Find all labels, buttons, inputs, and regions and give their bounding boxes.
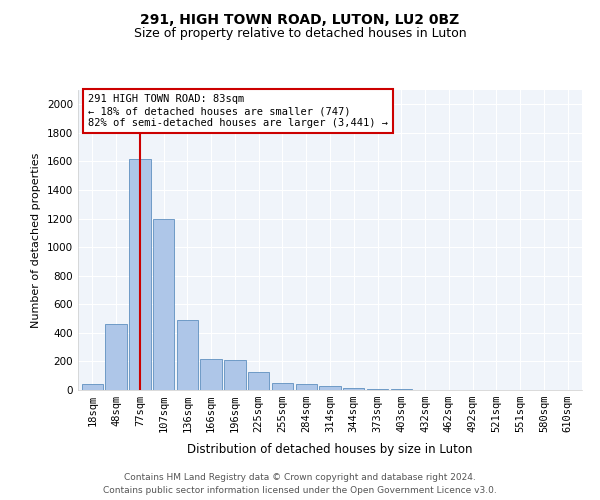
- Text: Distribution of detached houses by size in Luton: Distribution of detached houses by size …: [187, 442, 473, 456]
- Bar: [224, 360, 245, 390]
- Y-axis label: Number of detached properties: Number of detached properties: [31, 152, 41, 328]
- Bar: [248, 372, 269, 390]
- Bar: [106, 324, 127, 390]
- Bar: [153, 218, 174, 390]
- Text: 291 HIGH TOWN ROAD: 83sqm
← 18% of detached houses are smaller (747)
82% of semi: 291 HIGH TOWN ROAD: 83sqm ← 18% of detac…: [88, 94, 388, 128]
- Bar: [82, 384, 103, 390]
- Text: Contains HM Land Registry data © Crown copyright and database right 2024.
Contai: Contains HM Land Registry data © Crown c…: [103, 474, 497, 495]
- Bar: [343, 388, 364, 390]
- Bar: [129, 158, 151, 390]
- Text: 291, HIGH TOWN ROAD, LUTON, LU2 0BZ: 291, HIGH TOWN ROAD, LUTON, LU2 0BZ: [140, 12, 460, 26]
- Bar: [176, 320, 198, 390]
- Text: Size of property relative to detached houses in Luton: Size of property relative to detached ho…: [134, 28, 466, 40]
- Bar: [272, 383, 293, 390]
- Bar: [296, 384, 317, 390]
- Bar: [319, 386, 341, 390]
- Bar: [200, 360, 222, 390]
